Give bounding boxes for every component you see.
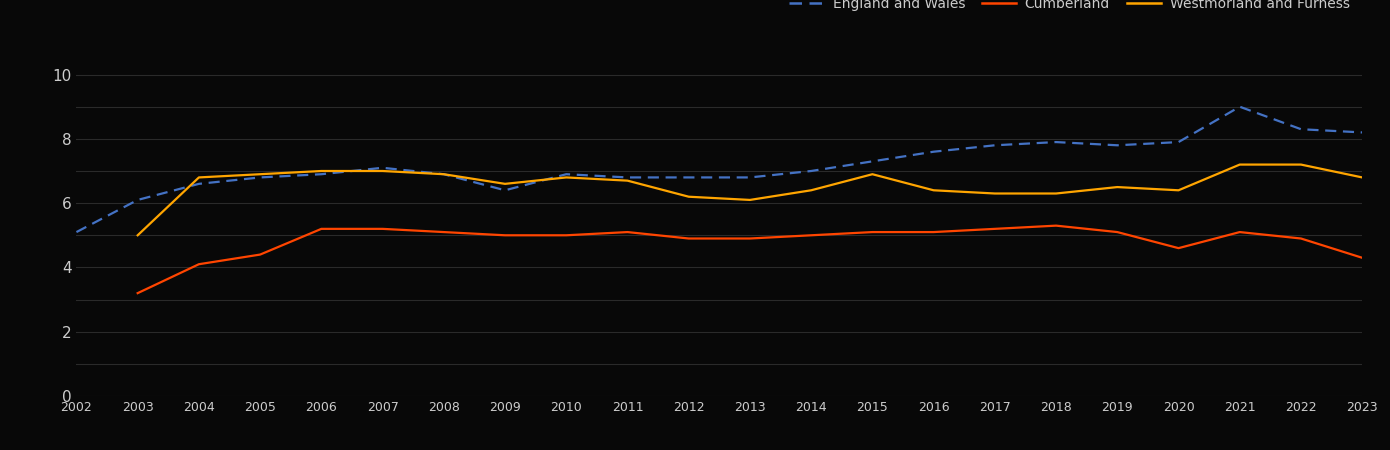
Legend: England and Wales, Cumberland, Westmorland and Furness: England and Wales, Cumberland, Westmorla… <box>784 0 1355 16</box>
